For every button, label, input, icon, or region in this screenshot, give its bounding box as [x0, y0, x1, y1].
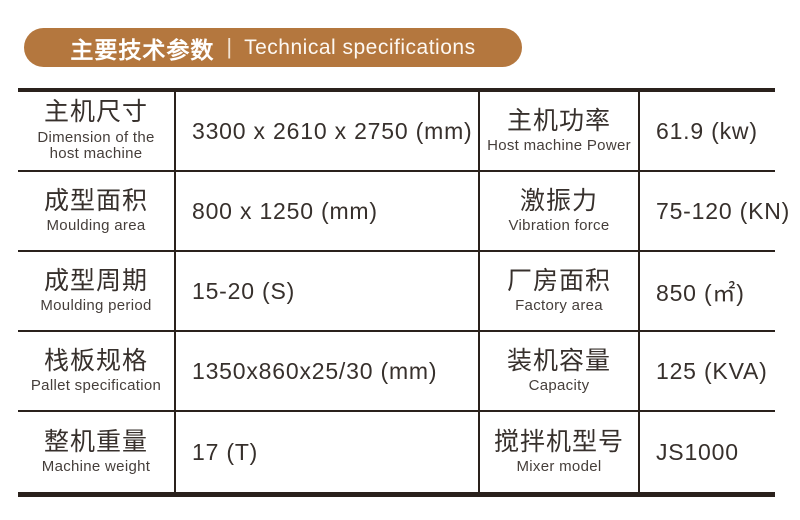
spec-label-english: Capacity — [528, 377, 590, 394]
table-row: 整机重量 Machine weight 17 (T) 搅拌机型号 Mixer m… — [18, 412, 775, 492]
spec-value-pallet-spec: 1350x860x25/30 (mm) — [174, 332, 478, 410]
specifications-table: 主机尺寸 Dimension of the host machine 3300 … — [18, 88, 791, 497]
spec-value-text: 800 x 1250 (mm) — [192, 197, 378, 224]
spec-label-capacity: 装机容量 Capacity — [478, 332, 638, 410]
table-row: 成型周期 Moulding period 15-20 (S) 厂房面积 Fact… — [18, 252, 775, 332]
spec-label-chinese: 装机容量 — [506, 346, 611, 375]
spec-value-text: 850 (㎡) — [656, 280, 745, 306]
section-header: 主要技术参数 | Technical specifications — [24, 28, 522, 67]
table-row: 栈板规格 Pallet specification 1350x860x25/30… — [18, 332, 775, 412]
spec-label-host-power: 主机功率 Host machine Power — [478, 92, 638, 170]
spec-label-english: Dimension of the host machine — [37, 128, 155, 163]
spec-label-english: Pallet specification — [30, 377, 162, 394]
spec-label-chinese: 成型面积 — [43, 186, 148, 215]
spec-value-machine-weight: 17 (T) — [174, 412, 478, 492]
spec-value-dimension: 3300 x 2610 x 2750 (mm) — [174, 92, 478, 170]
table-row: 成型面积 Moulding area 800 x 1250 (mm) 激振力 V… — [18, 172, 791, 252]
spec-label-machine-weight: 整机重量 Machine weight — [18, 412, 174, 492]
spec-label-english: Factory area — [515, 297, 603, 314]
spec-label-chinese: 激振力 — [519, 186, 598, 215]
spec-label-english: Moulding area — [46, 217, 146, 234]
spec-value-moulding-area: 800 x 1250 (mm) — [174, 172, 478, 250]
spec-value-text: 3300 x 2610 x 2750 (mm) — [192, 117, 473, 144]
spec-label-chinese: 成型周期 — [43, 266, 148, 295]
spec-label-english: Machine weight — [41, 458, 151, 475]
spec-label-vibration-force: 激振力 Vibration force — [478, 172, 638, 250]
spec-value-text: 15-20 (S) — [192, 277, 296, 304]
spec-label-chinese: 主机功率 — [506, 106, 611, 135]
section-title-chinese: 主要技术参数 — [70, 36, 215, 63]
spec-label-chinese: 搅拌机型号 — [493, 427, 624, 456]
spec-value-capacity: 125 (KVA) — [638, 332, 775, 410]
spec-value-host-power: 61.9 (kw) — [638, 92, 775, 170]
spec-label-moulding-area: 成型面积 Moulding area — [18, 172, 174, 250]
spec-value-text: JS1000 — [656, 438, 739, 465]
spec-label-english: Moulding period — [40, 297, 152, 314]
spec-label-chinese: 厂房面积 — [506, 266, 611, 295]
spec-label-factory-area: 厂房面积 Factory area — [478, 252, 638, 330]
section-title-english: Technical specifications — [244, 35, 476, 59]
spec-label-english: Host machine Power — [487, 137, 631, 154]
spec-value-mixer-model: JS1000 — [638, 412, 775, 492]
spec-label-pallet-spec: 栈板规格 Pallet specification — [18, 332, 174, 410]
title-separator: | — [226, 33, 233, 59]
spec-label-chinese: 整机重量 — [43, 427, 148, 456]
spec-label-moulding-period: 成型周期 Moulding period — [18, 252, 174, 330]
spec-label-chinese: 主机尺寸 — [43, 98, 148, 127]
spec-value-text: 61.9 (kw) — [656, 117, 758, 144]
spec-label-dimension: 主机尺寸 Dimension of the host machine — [18, 92, 174, 170]
table-row: 主机尺寸 Dimension of the host machine 3300 … — [18, 92, 775, 172]
spec-value-text: 125 (KVA) — [656, 357, 768, 384]
spec-label-mixer-model: 搅拌机型号 Mixer model — [478, 412, 638, 492]
spec-value-factory-area: 850 (㎡) — [638, 252, 775, 330]
spec-value-text: 75-120 (KN) — [656, 197, 791, 224]
spec-value-text: 1350x860x25/30 (mm) — [192, 357, 438, 384]
spec-label-english: Mixer model — [516, 458, 602, 475]
spec-value-vibration-force: 75-120 (KN) — [638, 172, 791, 250]
spec-label-chinese: 栈板规格 — [43, 346, 148, 375]
spec-label-english: Vibration force — [508, 217, 610, 234]
spec-value-text: 17 (T) — [192, 438, 259, 465]
spec-value-moulding-period: 15-20 (S) — [174, 252, 478, 330]
